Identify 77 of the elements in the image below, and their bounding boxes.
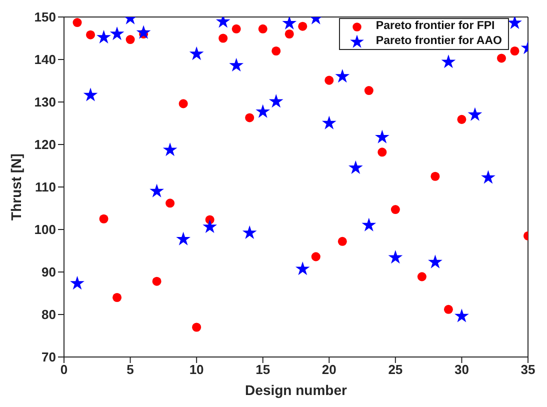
x-tick-label: 10 bbox=[189, 362, 204, 378]
point bbox=[272, 46, 281, 56]
point bbox=[256, 104, 270, 118]
legend-label: Pareto frontier for FPI bbox=[376, 19, 495, 34]
point bbox=[72, 18, 82, 28]
point bbox=[282, 17, 297, 30]
point bbox=[284, 29, 294, 39]
point bbox=[192, 322, 202, 332]
y-tick-label: 150 bbox=[34, 10, 56, 25]
x-tick-label: 0 bbox=[60, 362, 68, 378]
point bbox=[258, 24, 268, 34]
point bbox=[162, 142, 178, 156]
point bbox=[417, 272, 426, 282]
point bbox=[166, 198, 175, 208]
point bbox=[229, 58, 244, 72]
x-axis-title: Design number bbox=[245, 382, 348, 398]
point bbox=[298, 22, 308, 31]
point bbox=[99, 214, 108, 224]
y-axis-title: Thrust [N] bbox=[8, 154, 24, 220]
y-tick-label: 80 bbox=[42, 307, 56, 322]
point bbox=[508, 17, 522, 30]
point bbox=[311, 252, 320, 262]
point bbox=[496, 54, 506, 63]
point bbox=[232, 24, 241, 34]
point bbox=[126, 35, 135, 44]
point bbox=[96, 30, 111, 44]
point bbox=[218, 34, 228, 43]
point bbox=[322, 116, 336, 130]
point bbox=[441, 54, 456, 68]
point bbox=[481, 170, 496, 184]
y-tick-label: 70 bbox=[42, 350, 56, 365]
point bbox=[83, 88, 98, 102]
point bbox=[428, 254, 442, 268]
y-tick-label: 120 bbox=[34, 137, 56, 152]
point bbox=[335, 68, 350, 83]
point bbox=[430, 172, 440, 181]
y-tick-label: 110 bbox=[35, 180, 56, 195]
point bbox=[245, 113, 254, 122]
point bbox=[189, 46, 204, 60]
point bbox=[388, 250, 403, 264]
point bbox=[86, 30, 96, 40]
point bbox=[178, 99, 188, 108]
point bbox=[468, 107, 482, 121]
point bbox=[378, 148, 387, 157]
point bbox=[70, 276, 84, 290]
point bbox=[362, 218, 376, 232]
point bbox=[457, 114, 466, 124]
point bbox=[444, 304, 453, 314]
point bbox=[295, 261, 310, 276]
point bbox=[150, 184, 164, 198]
point bbox=[324, 76, 334, 85]
point bbox=[364, 86, 374, 96]
point bbox=[202, 219, 218, 234]
point bbox=[112, 292, 122, 302]
x-tick-label: 30 bbox=[454, 362, 469, 378]
y-tick-label: 130 bbox=[34, 94, 56, 110]
point bbox=[338, 236, 347, 246]
x-tick-label: 15 bbox=[256, 362, 270, 378]
point bbox=[390, 205, 400, 214]
point bbox=[242, 225, 257, 240]
x-tick-label: 20 bbox=[322, 362, 336, 378]
point bbox=[152, 276, 162, 286]
point bbox=[374, 130, 390, 144]
point bbox=[136, 25, 151, 39]
point bbox=[510, 46, 520, 56]
x-tick-label: 5 bbox=[126, 362, 134, 378]
point bbox=[176, 232, 190, 246]
point bbox=[110, 26, 124, 40]
x-tick-label: 25 bbox=[388, 362, 403, 378]
point bbox=[348, 160, 363, 174]
y-tick-label: 90 bbox=[42, 264, 56, 280]
point bbox=[268, 94, 284, 108]
x-tick-label: 35 bbox=[520, 362, 536, 378]
y-tick-label: 140 bbox=[34, 52, 56, 68]
legend-label: Pareto frontier for AAO bbox=[376, 34, 502, 49]
point bbox=[454, 308, 469, 322]
y-tick-label: 100 bbox=[34, 222, 56, 238]
